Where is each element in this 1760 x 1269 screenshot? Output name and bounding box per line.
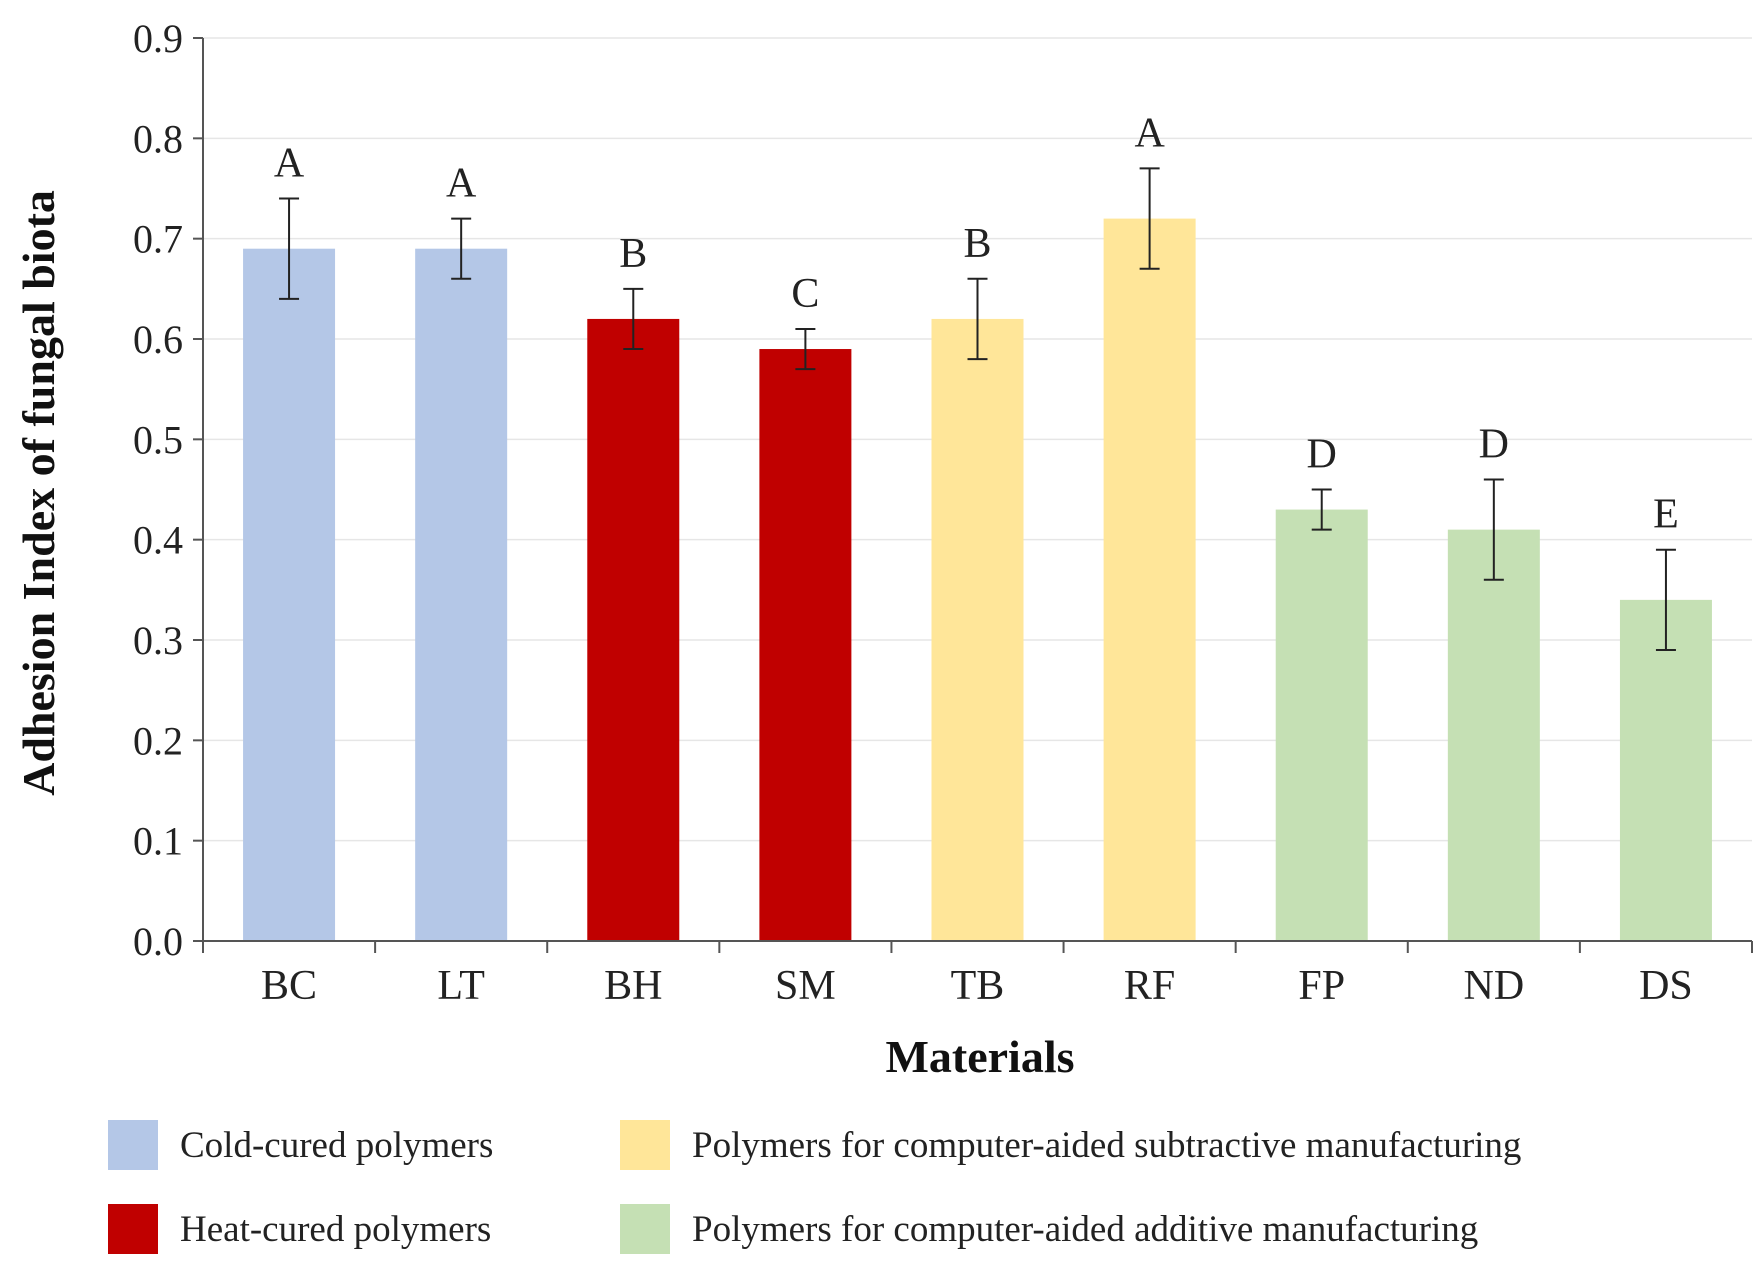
legend-item-subtractive: Polymers for computer-aided subtractive …	[620, 1118, 1521, 1172]
legend-swatch	[108, 1204, 158, 1254]
y-tick-label: 0.8	[133, 116, 183, 161]
y-tick-label: 0.9	[133, 16, 183, 61]
significance-label-lt: A	[446, 161, 477, 207]
x-axis-title: Materials	[885, 1031, 1074, 1082]
bar-bc	[243, 248, 336, 941]
legend-label: Heat-cured polymers	[180, 1208, 492, 1250]
bar-tb	[931, 318, 1024, 941]
x-tick-label-ds: DS	[1639, 963, 1693, 1009]
significance-label-bc: A	[274, 141, 305, 187]
significance-label-rf: A	[1134, 110, 1165, 156]
bars	[243, 218, 1712, 942]
legend-item-additive: Polymers for computer-aided additive man…	[620, 1202, 1478, 1256]
x-tick-label-fp: FP	[1298, 963, 1345, 1009]
bar-rf	[1103, 218, 1196, 942]
legend: Cold-cured polymers Heat-cured polymers …	[108, 1118, 1728, 1268]
y-tick-label: 0.7	[133, 217, 183, 262]
legend-label: Cold-cured polymers	[180, 1124, 494, 1166]
bar-ds	[1619, 599, 1712, 941]
legend-item-heat-cured: Heat-cured polymers	[108, 1202, 491, 1256]
significance-label-nd: D	[1479, 421, 1509, 467]
legend-label: Polymers for computer-aided subtractive …	[692, 1124, 1522, 1166]
y-tick-label: 0.1	[133, 819, 183, 864]
significance-label-tb: B	[963, 221, 991, 267]
legend-label: Polymers for computer-aided additive man…	[692, 1208, 1479, 1250]
bar-nd	[1447, 529, 1540, 941]
significance-labels: A A B C B A D D E	[274, 110, 1679, 537]
bar-lt	[415, 248, 508, 941]
legend-swatch	[620, 1204, 670, 1254]
y-axis-title: Adhesion Index of fungal biota	[13, 190, 64, 796]
significance-label-bh: B	[619, 231, 647, 277]
y-tick-label: 0.3	[133, 618, 183, 663]
x-tick-label-bh: BH	[604, 963, 662, 1009]
legend-swatch	[108, 1120, 158, 1170]
error-bars	[279, 167, 1676, 652]
bar-sm	[759, 349, 852, 941]
x-tick-label-sm: SM	[775, 963, 836, 1009]
y-tick-labels: 0.0 0.1 0.2 0.3 0.4 0.5 0.6 0.7 0.8 0.9	[133, 16, 183, 964]
y-tick-label: 0.2	[133, 718, 183, 763]
x-tick-label-bc: BC	[261, 963, 317, 1009]
legend-swatch	[620, 1120, 670, 1170]
y-tick-label: 0.4	[133, 518, 183, 563]
x-tick-label-nd: ND	[1463, 963, 1524, 1009]
bar-bh	[587, 318, 680, 941]
x-tick-labels: BC LT BH SM TB RF FP ND DS	[261, 963, 1693, 1009]
y-tick-label: 0.5	[133, 417, 183, 462]
x-tick-label-lt: LT	[437, 963, 484, 1009]
legend-item-cold-cured: Cold-cured polymers	[108, 1118, 493, 1172]
x-tick-label-tb: TB	[951, 963, 1005, 1009]
bar-fp	[1275, 509, 1368, 941]
x-tick-label-rf: RF	[1124, 963, 1175, 1009]
significance-label-sm: C	[791, 271, 819, 317]
axes	[193, 37, 1753, 953]
y-tick-label: 0.6	[133, 317, 183, 362]
significance-label-ds: E	[1653, 492, 1679, 538]
y-tick-label: 0.0	[133, 919, 183, 964]
significance-label-fp: D	[1307, 432, 1337, 478]
